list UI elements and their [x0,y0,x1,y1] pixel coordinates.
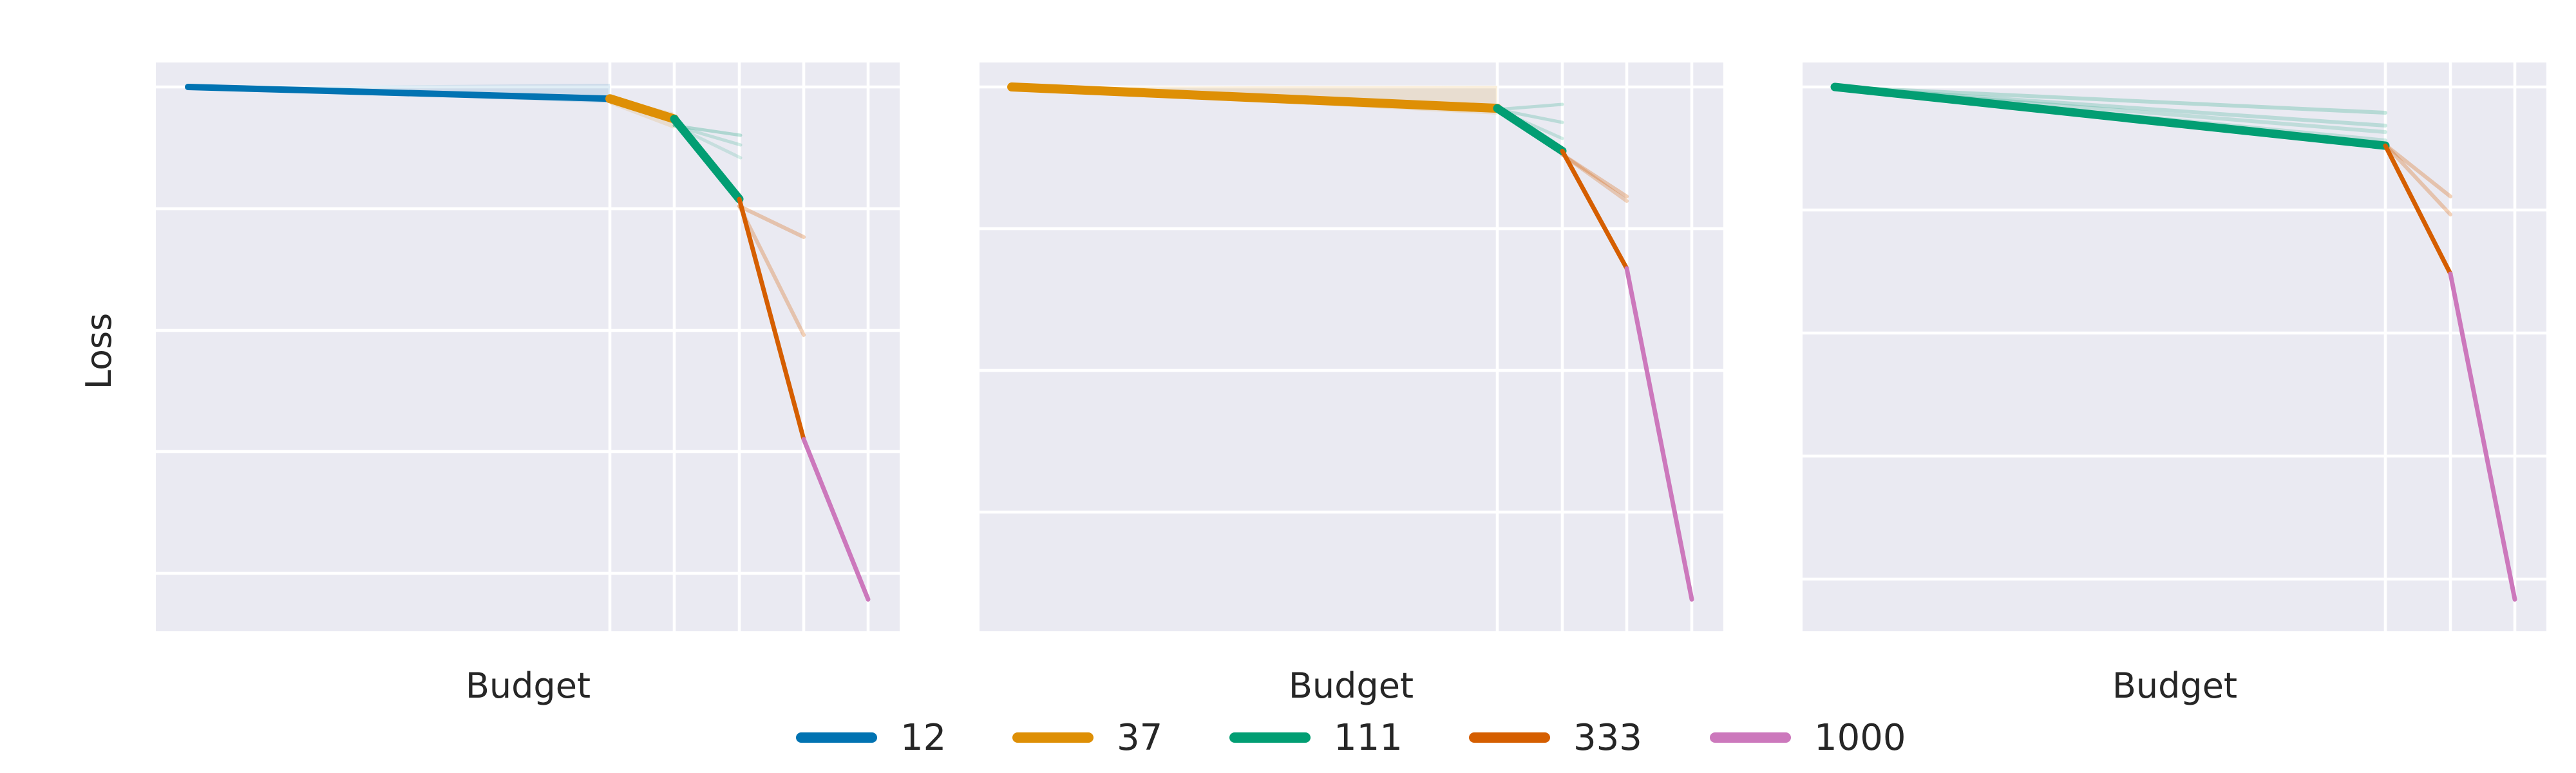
series-line-333 [737,196,806,442]
series-line-1000 [801,437,871,602]
legend-label-37: 37 [1117,717,1162,759]
faint-run-333 [2383,143,2452,198]
series-line-1000 [1624,266,1694,602]
faint-run-333 [1560,153,1629,203]
panel-3-series [1830,82,2517,602]
legend: 12 37 111 333 1000 [796,717,1906,759]
series-line-1000 [2448,271,2517,602]
faint-run-333 [1560,153,1629,198]
series-line-37 [605,94,679,124]
series-line-333 [1560,148,1629,271]
legend-item-1000: 1000 [1710,717,1906,759]
series-line-111 [1830,82,2390,150]
legend-item-111: 111 [1229,717,1403,759]
legend-item-333: 333 [1469,717,1642,759]
panel-1-series [185,84,871,602]
panel-3: Budget [1803,62,2546,706]
faint-run-333 [737,204,806,337]
panel-2-x-axis-label: Budget [1289,665,1414,706]
faint-run-333 [737,204,806,239]
series-line-12 [185,84,613,102]
legend-label-333: 333 [1573,717,1642,759]
panel-1: Budget [156,62,900,706]
panel-3-grid [1803,62,2546,631]
panel-2-plot-area [980,62,1723,631]
faint-run-333 [2383,143,2452,216]
y-axis-label: Loss [79,313,119,389]
panel-1-plot-area [156,62,900,631]
panel-1-x-axis-label: Budget [466,665,591,706]
legend-item-37: 37 [1012,717,1162,759]
series-line-111 [1493,104,1567,155]
panel-1-grid [156,62,900,631]
series-line-111 [670,115,744,204]
panel-2-series [1007,82,1694,602]
panel-3-plot-area [1803,62,2546,631]
series-line-333 [2383,143,2453,276]
faint-run-111 [1833,85,2387,115]
series-line-37 [1007,82,1502,113]
faint-run-111 [1495,102,1564,111]
legend-label-1000: 1000 [1814,717,1906,759]
panel-3-x-axis-label: Budget [2112,665,2237,706]
panel-2-grid [980,62,1723,631]
panel-2: Budget [980,62,1723,706]
legend-item-12: 12 [796,717,946,759]
legend-label-12: 12 [900,717,946,759]
legend-label-111: 111 [1334,717,1403,759]
